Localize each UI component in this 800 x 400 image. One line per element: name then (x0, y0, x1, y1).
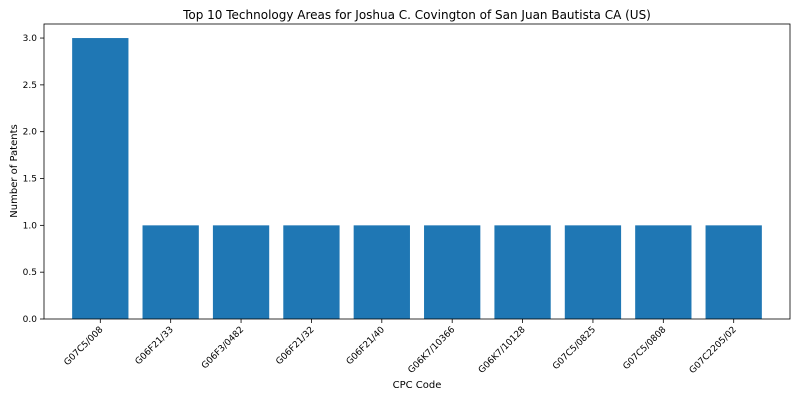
x-tick-label-9: G07C2205/02 (688, 325, 739, 376)
bars-layer (72, 38, 762, 319)
x-tick-label-6: G06K7/10128 (477, 325, 528, 376)
chart-title: Top 10 Technology Areas for Joshua C. Co… (182, 8, 651, 22)
bar-4 (354, 225, 410, 319)
bar-6 (494, 225, 550, 319)
y-tick-label-0: 0.0 (23, 315, 38, 325)
x-tick-label-3: G06F21/32 (274, 325, 316, 367)
bar-2 (213, 225, 269, 319)
bar-1 (143, 225, 199, 319)
x-tick-label-8: G07C5/0808 (622, 325, 669, 372)
y-tick-label-4: 2.0 (23, 128, 38, 138)
x-tick-label-0: G07C5/008 (63, 325, 106, 368)
x-axis-label: CPC Code (393, 380, 442, 391)
x-tick-label-1: G06F21/33 (134, 325, 176, 367)
bar-3 (283, 225, 339, 319)
bar-0 (72, 38, 128, 319)
bar-5 (424, 225, 480, 319)
bar-9 (706, 225, 762, 319)
x-tick-label-5: G06K7/10366 (407, 325, 458, 376)
x-tick-label-4: G06F21/40 (345, 325, 387, 367)
x-tick-label-7: G07C5/0825 (551, 325, 598, 372)
y-tick-label-2: 1.0 (23, 221, 38, 231)
bar-8 (635, 225, 691, 319)
bar-7 (565, 225, 621, 319)
y-tick-label-6: 3.0 (23, 34, 38, 44)
ticks-layer: G07C5/008 G06F21/33 G06F3/0482 G06F21/32 G06… (23, 34, 739, 376)
y-tick-label-1: 0.5 (23, 268, 37, 278)
y-tick-label-3: 1.5 (23, 175, 37, 185)
y-tick-label-5: 2.5 (23, 81, 37, 91)
x-tick-label-2: G06F3/0482 (200, 325, 246, 371)
y-axis-label: Number of Patents (9, 124, 20, 217)
